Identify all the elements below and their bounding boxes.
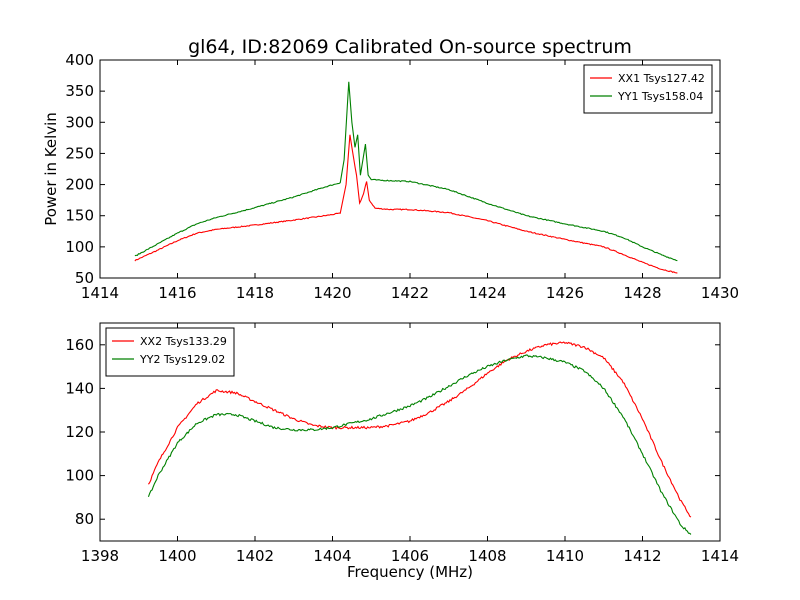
figure-title: gl64, ID:82069 Calibrated On-source spec… bbox=[188, 36, 632, 58]
y-tick-label: 350 bbox=[65, 82, 94, 100]
x-tick-label: 1430 bbox=[701, 284, 739, 302]
x-tick-label: 1402 bbox=[236, 547, 274, 565]
y-tick-label: 80 bbox=[75, 510, 94, 528]
y-axis-label: Power in Kelvin bbox=[42, 112, 60, 226]
x-tick-label: 1426 bbox=[546, 284, 584, 302]
x-tick-label: 1414 bbox=[701, 547, 739, 565]
legend-label: XX1 Tsys127.42 bbox=[618, 72, 705, 85]
series-line-0-1 bbox=[134, 81, 678, 262]
y-tick-label: 160 bbox=[65, 336, 94, 354]
y-tick-label: 300 bbox=[65, 113, 94, 131]
x-tick-label: 1414 bbox=[81, 284, 119, 302]
series-line-1-1 bbox=[147, 354, 692, 535]
x-axis-label: Frequency (MHz) bbox=[347, 563, 473, 581]
x-tick-label: 1408 bbox=[468, 547, 506, 565]
series-line-1-0 bbox=[147, 341, 692, 518]
legend-label: YY1 Tsys158.04 bbox=[617, 90, 703, 103]
x-tick-label: 1398 bbox=[81, 547, 119, 565]
x-tick-label: 1416 bbox=[158, 284, 196, 302]
x-tick-label: 1420 bbox=[313, 284, 351, 302]
x-tick-label: 1406 bbox=[391, 547, 429, 565]
series-line-0-0 bbox=[134, 134, 678, 274]
y-tick-label: 150 bbox=[65, 207, 94, 225]
x-tick-label: 1422 bbox=[391, 284, 429, 302]
legend-label: XX2 Tsys133.29 bbox=[140, 335, 227, 348]
top-panel: 1414 1416 1418 1420 1422 1424 1426 1428 1430 50 10… bbox=[42, 51, 739, 302]
y-tick-label: 120 bbox=[65, 423, 94, 441]
x-tick-label: 1428 bbox=[623, 284, 661, 302]
x-tick-label: 1412 bbox=[623, 547, 661, 565]
x-tick-label: 1418 bbox=[236, 284, 274, 302]
legend-box bbox=[105, 327, 235, 377]
legend-box bbox=[583, 64, 713, 114]
y-tick-label: 400 bbox=[65, 51, 94, 69]
y-tick-label: 140 bbox=[65, 379, 94, 397]
x-tick-label: 1424 bbox=[468, 284, 506, 302]
x-tick-label: 1404 bbox=[313, 547, 351, 565]
bottom-panel: 1398 1400 1402 1404 1406 1408 1410 1412 1414 80 10… bbox=[65, 322, 739, 581]
legend-label: YY2 Tsys129.02 bbox=[139, 353, 225, 366]
x-tick-label: 1410 bbox=[546, 547, 584, 565]
y-tick-label: 100 bbox=[65, 467, 94, 485]
y-tick-label: 200 bbox=[65, 176, 94, 194]
y-tick-label: 100 bbox=[65, 238, 94, 256]
y-tick-label: 50 bbox=[75, 269, 94, 287]
x-tick-label: 1400 bbox=[158, 547, 196, 565]
y-tick-label: 250 bbox=[65, 144, 94, 162]
